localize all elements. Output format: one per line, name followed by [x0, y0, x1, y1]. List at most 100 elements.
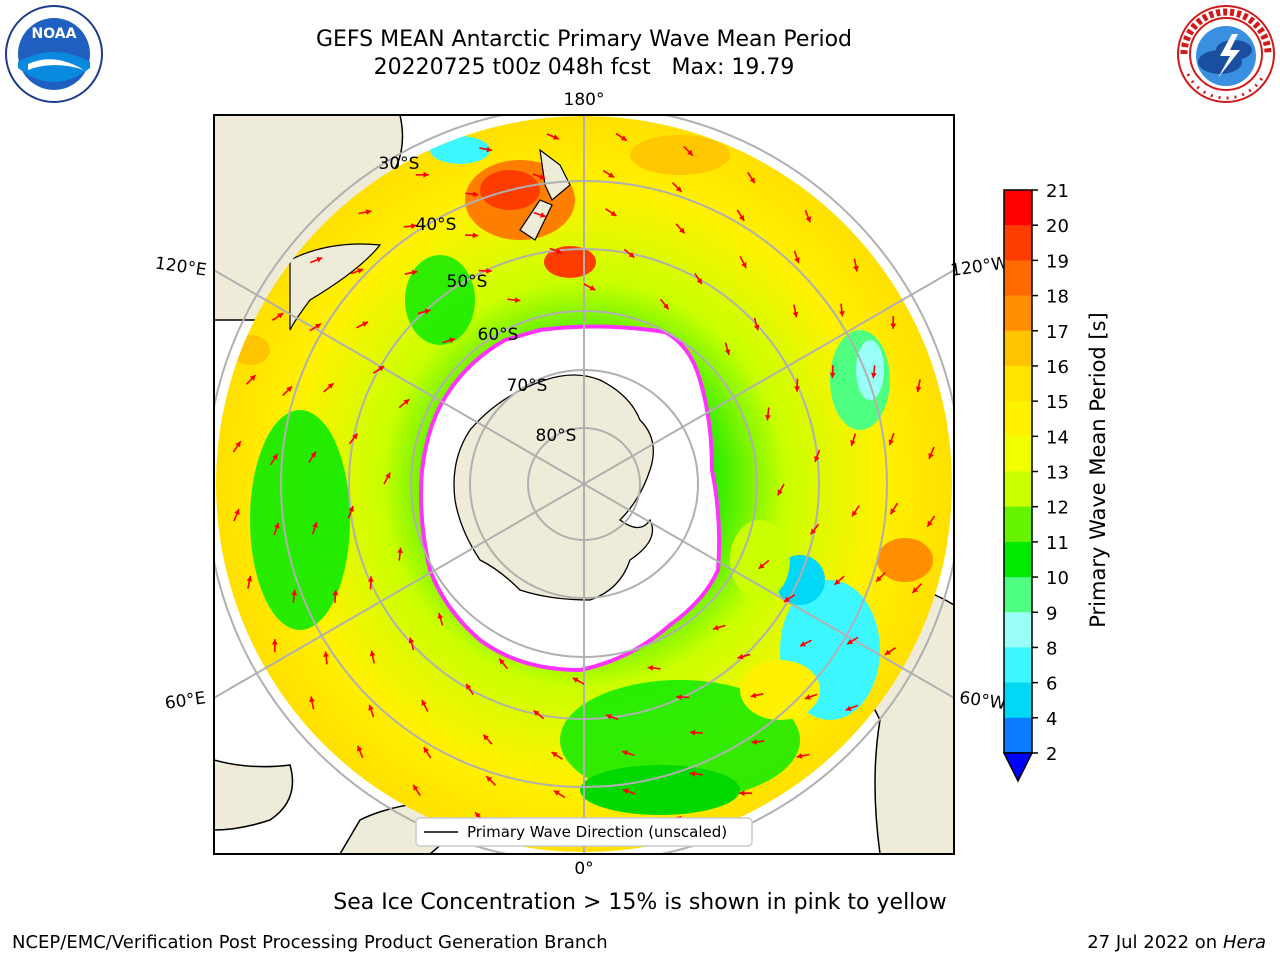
wave-arrow-head [486, 776, 493, 782]
colorbar-segment [1004, 190, 1032, 226]
colorbar: 2 4 6 8 9 10 11 12 13 14 15 16 17 18 19 20 21 [1002, 181, 1069, 783]
legend-label: Primary Wave Direction (unscaled) [467, 823, 727, 841]
wave-arrow-head [792, 311, 799, 318]
wave-arrow-head [351, 433, 358, 440]
wave-arrow-head [551, 752, 558, 758]
noaa-logo-text: NOAA [32, 26, 77, 42]
lat-label-40s: 40°S [416, 215, 457, 235]
colorbar-tick-label: 17 [1046, 322, 1069, 343]
wave-arrow-head [839, 310, 845, 317]
wave-arrow-head [310, 451, 316, 458]
chart-title: GEFS MEAN Antarctic Primary Wave Mean Pe… [315, 27, 853, 52]
colorbar-segment [1004, 506, 1032, 543]
wave-arrow-head [316, 257, 323, 263]
lon-label-120w: 120°W [949, 253, 1009, 281]
wave-arrow-head [829, 372, 836, 379]
wave-arrow-head [915, 386, 922, 393]
wave-arrow-head [738, 214, 745, 221]
wave-arrow-head [466, 683, 472, 690]
wave-arrow-head [845, 705, 852, 711]
wave-arrow-head [712, 624, 719, 631]
wave-arrow-head [687, 149, 693, 156]
wave-arrow-head [850, 440, 856, 446]
colorbar-tick-label: 11 [1046, 533, 1069, 554]
wave-arrow-head [410, 223, 417, 229]
lon-label-0: 0° [574, 859, 593, 879]
wave-arrow-head [912, 587, 919, 593]
wave-arrow-head [749, 177, 755, 184]
colorbar-segment [1004, 541, 1032, 578]
wave-arrow-head [884, 649, 891, 655]
sea-ice-caption: Sea Ice Concentration > 15% is shown in … [333, 890, 947, 915]
wave-arrow-head [277, 313, 284, 319]
wave-arrow-head [365, 209, 372, 215]
wave-arrow-head [234, 509, 240, 515]
wave-arrow-head [758, 563, 765, 569]
colorbar-tick-label: 19 [1046, 251, 1069, 272]
wave-arrow-head [739, 790, 745, 797]
wave-arrow-head [235, 441, 241, 448]
colorbar-tick-label: 21 [1046, 181, 1069, 202]
wave-arrow-head [556, 248, 562, 254]
wave-arrow-head [810, 528, 817, 535]
noaa-logo-icon: NOAA [4, 4, 104, 104]
wave-arrow-head [274, 522, 280, 529]
wave-arrow-head [876, 575, 882, 582]
wave-arrow-head [663, 303, 669, 310]
wave-arrow-head [332, 589, 339, 596]
colorbar-segment [1004, 471, 1032, 508]
wave-arrow-head [852, 510, 858, 517]
colorbar-segment [1004, 295, 1032, 332]
colorbar-extend-icon [1002, 752, 1034, 783]
colorbar-tick-label: 8 [1046, 638, 1057, 659]
wave-arrow-head [676, 694, 682, 700]
wave-arrow-head [368, 704, 374, 711]
wave-arrow-head [309, 696, 315, 703]
colorbar-tick-label: 10 [1046, 568, 1069, 589]
wave-arrow-head [286, 386, 292, 393]
colorbar-segment [1004, 225, 1032, 261]
wave-arrow-head [553, 790, 560, 796]
wave-arrow-head [608, 172, 615, 178]
wave-arrow-head [622, 750, 628, 756]
wave-arrow-head [741, 262, 747, 269]
wave-arrow-head [620, 135, 627, 141]
wave-arrow-head [804, 694, 811, 700]
wave-arrow-head [689, 770, 696, 777]
wave-arrow-head [378, 366, 385, 372]
wave-arrow-head [486, 146, 493, 153]
wave-arrow-head [814, 456, 820, 462]
wave-arrow-head [421, 699, 427, 706]
wave-arrow-head [272, 453, 278, 460]
chart-subtitle: 20220725 t00z 048h fcst Max: 19.79 [373, 55, 795, 80]
wave-arrow-head [357, 745, 363, 752]
colorbar-segment [1004, 647, 1032, 684]
wave-arrow-head [870, 372, 877, 379]
wave-arrow-head [312, 522, 318, 528]
wave-arrow-head [751, 739, 758, 745]
wave-arrow-head [805, 216, 811, 223]
wave-arrow-head [249, 375, 256, 381]
wave-arrow-head [750, 692, 757, 699]
credit-line: NCEP/EMC/Verification Post Processing Pr… [12, 932, 608, 953]
wave-arrow-head [327, 383, 334, 389]
colorbar-tick-label: 2 [1046, 744, 1057, 765]
wave-arrow-head [246, 575, 253, 582]
wave-arrow-head [888, 439, 894, 446]
colorbar-tick-label: 14 [1046, 427, 1069, 448]
map-legend: Primary Wave Direction (unscaled) [415, 817, 753, 847]
wave-arrow-head [753, 324, 760, 331]
wave-arrow-head [449, 337, 456, 344]
land-new-zealand-north [539, 148, 571, 201]
colorbar-tick-label: 6 [1046, 674, 1057, 695]
colorbar-segment [1004, 612, 1032, 648]
host-text: Hera [1222, 932, 1266, 953]
lat-label-30s: 30°S [379, 154, 420, 174]
wave-arrow-head [890, 323, 897, 329]
wave-arrow-head [323, 651, 329, 658]
wave-arrow-head [737, 653, 744, 660]
lon-label-60e: 60°E [164, 688, 207, 713]
wave-arrow-head [589, 285, 596, 291]
wave-arrow-head [357, 268, 364, 274]
